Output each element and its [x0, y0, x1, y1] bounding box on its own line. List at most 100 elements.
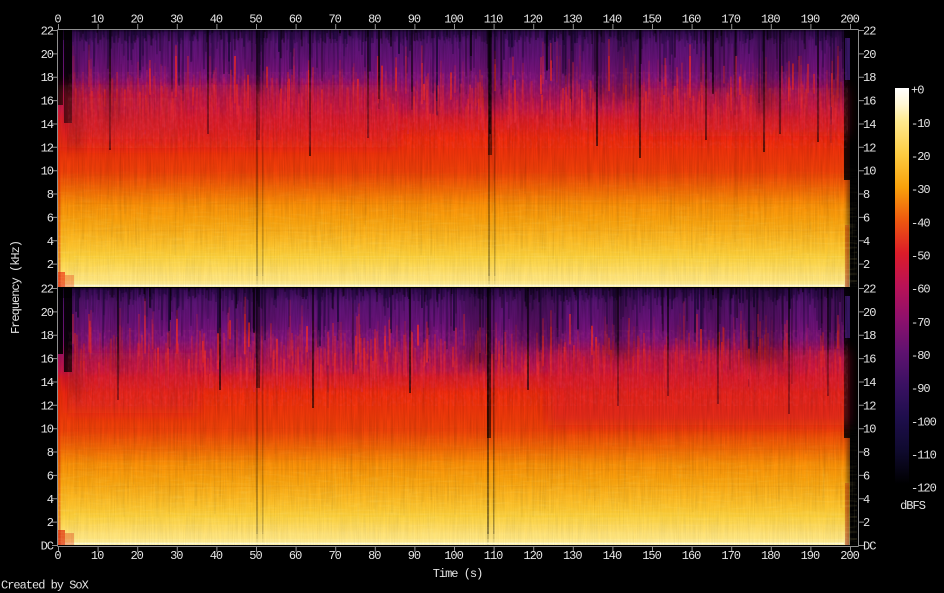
- svg-text:10: 10: [91, 549, 104, 563]
- svg-text:22: 22: [863, 283, 876, 297]
- svg-text:150: 150: [642, 549, 661, 563]
- svg-text:-30: -30: [911, 183, 930, 197]
- svg-text:18: 18: [863, 71, 876, 85]
- svg-text:dBFS: dBFS: [900, 499, 926, 513]
- svg-text:40: 40: [210, 549, 223, 563]
- svg-text:18: 18: [41, 71, 54, 85]
- svg-text:160: 160: [682, 13, 701, 27]
- svg-text:130: 130: [563, 549, 582, 563]
- svg-text:6: 6: [47, 469, 54, 483]
- svg-text:12: 12: [863, 141, 876, 155]
- svg-text:200: 200: [840, 549, 859, 563]
- svg-text:14: 14: [863, 376, 876, 390]
- svg-text:-100: -100: [911, 415, 937, 429]
- svg-text:80: 80: [368, 13, 381, 27]
- svg-text:14: 14: [41, 376, 54, 390]
- svg-text:50: 50: [249, 13, 262, 27]
- svg-text:22: 22: [41, 25, 54, 39]
- svg-text:20: 20: [130, 549, 143, 563]
- svg-text:40: 40: [210, 13, 223, 27]
- svg-text:80: 80: [368, 549, 381, 563]
- svg-text:120: 120: [523, 549, 542, 563]
- svg-text:6: 6: [47, 211, 54, 225]
- svg-text:16: 16: [41, 95, 54, 109]
- svg-text:70: 70: [328, 13, 341, 27]
- svg-text:140: 140: [603, 13, 622, 27]
- svg-text:16: 16: [863, 95, 876, 109]
- svg-text:100: 100: [444, 549, 463, 563]
- svg-text:150: 150: [642, 13, 661, 27]
- svg-text:190: 190: [801, 13, 820, 27]
- svg-text:190: 190: [801, 549, 820, 563]
- svg-text:30: 30: [170, 13, 183, 27]
- svg-text:-110: -110: [911, 449, 937, 463]
- svg-text:110: 110: [484, 549, 503, 563]
- svg-text:8: 8: [47, 446, 54, 460]
- svg-text:10: 10: [863, 423, 876, 437]
- svg-text:8: 8: [863, 188, 870, 202]
- svg-text:10: 10: [863, 165, 876, 179]
- svg-text:2: 2: [863, 258, 870, 272]
- svg-text:Created by SoX: Created by SoX: [1, 579, 89, 593]
- svg-text:180: 180: [761, 549, 780, 563]
- svg-text:90: 90: [408, 549, 421, 563]
- svg-text:DC: DC: [863, 540, 876, 554]
- svg-text:-40: -40: [911, 216, 930, 230]
- svg-text:30: 30: [170, 549, 183, 563]
- svg-text:4: 4: [47, 493, 54, 507]
- svg-text:6: 6: [863, 469, 870, 483]
- svg-text:4: 4: [47, 235, 54, 249]
- svg-text:12: 12: [41, 399, 54, 413]
- svg-text:100: 100: [444, 13, 463, 27]
- svg-text:0: 0: [54, 549, 61, 563]
- svg-text:140: 140: [603, 549, 622, 563]
- svg-text:14: 14: [863, 118, 876, 132]
- svg-text:6: 6: [863, 211, 870, 225]
- svg-text:2: 2: [863, 516, 870, 530]
- svg-text:Time (s): Time (s): [433, 567, 483, 581]
- svg-text:20: 20: [41, 306, 54, 320]
- svg-text:130: 130: [563, 13, 582, 27]
- svg-text:12: 12: [41, 141, 54, 155]
- svg-text:DC: DC: [41, 540, 54, 554]
- svg-text:-20: -20: [911, 150, 930, 164]
- svg-text:18: 18: [863, 329, 876, 343]
- svg-text:160: 160: [682, 549, 701, 563]
- svg-text:4: 4: [863, 493, 870, 507]
- svg-text:170: 170: [721, 549, 740, 563]
- svg-text:20: 20: [130, 13, 143, 27]
- svg-text:20: 20: [41, 48, 54, 62]
- svg-text:20: 20: [863, 48, 876, 62]
- svg-text:14: 14: [41, 118, 54, 132]
- svg-text:20: 20: [863, 306, 876, 320]
- svg-text:22: 22: [41, 283, 54, 297]
- svg-text:18: 18: [41, 329, 54, 343]
- svg-text:180: 180: [761, 13, 780, 27]
- svg-text:50: 50: [249, 549, 262, 563]
- svg-text:10: 10: [41, 423, 54, 437]
- svg-text:200: 200: [840, 13, 859, 27]
- svg-text:8: 8: [863, 446, 870, 460]
- svg-text:16: 16: [863, 353, 876, 367]
- svg-text:-70: -70: [911, 316, 930, 330]
- svg-text:110: 110: [484, 13, 503, 27]
- svg-text:-90: -90: [911, 382, 930, 396]
- svg-text:2: 2: [47, 516, 54, 530]
- svg-text:60: 60: [289, 13, 302, 27]
- svg-text:-50: -50: [911, 250, 930, 264]
- svg-text:+0: +0: [911, 84, 924, 98]
- svg-text:4: 4: [863, 235, 870, 249]
- svg-text:-10: -10: [911, 117, 930, 131]
- svg-text:8: 8: [47, 188, 54, 202]
- svg-text:-80: -80: [911, 349, 930, 363]
- svg-text:-60: -60: [911, 283, 930, 297]
- svg-text:2: 2: [47, 258, 54, 272]
- svg-text:60: 60: [289, 549, 302, 563]
- svg-text:0: 0: [54, 13, 61, 27]
- svg-text:-120: -120: [911, 482, 937, 496]
- svg-text:10: 10: [41, 165, 54, 179]
- svg-text:170: 170: [721, 13, 740, 27]
- svg-text:90: 90: [408, 13, 421, 27]
- svg-text:70: 70: [328, 549, 341, 563]
- svg-text:16: 16: [41, 353, 54, 367]
